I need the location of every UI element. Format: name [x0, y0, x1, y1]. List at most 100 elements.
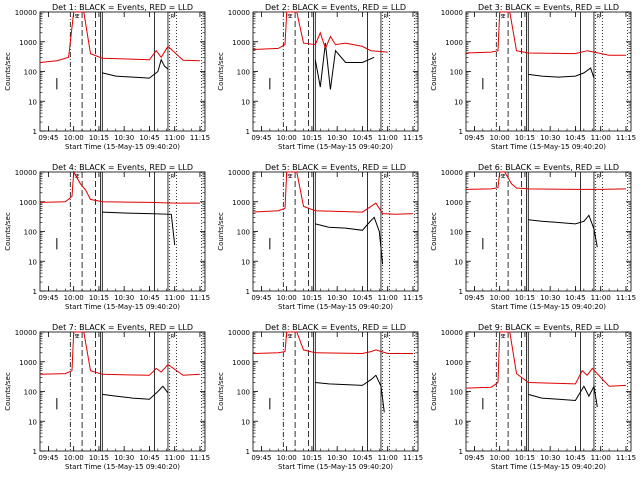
x-axis-label: Start Time (15-May-15 09:40:20) — [65, 463, 180, 471]
events-series-line — [528, 384, 598, 408]
y-tick-label: 1000 — [19, 359, 37, 367]
marker-letter: R — [384, 174, 388, 180]
chart-title: Det 5: BLACK = Events, RED = LLD — [265, 163, 406, 172]
y-tick-label: 10000 — [15, 329, 37, 337]
x-axis-label: Start Time (15-May-15 09:40:20) — [278, 463, 393, 471]
events-series-line — [102, 385, 169, 400]
plot-frame — [39, 331, 206, 452]
y-tick-label: 10000 — [15, 9, 37, 17]
y-tick-label: 1000 — [19, 199, 37, 207]
x-tick-label: 10:45 — [565, 134, 585, 142]
y-tick-label: 10 — [28, 258, 37, 266]
marker-letter: E — [76, 14, 79, 20]
marker-letter: S — [75, 334, 78, 340]
y-tick-label: 1 — [246, 288, 250, 296]
y-axis-label: Counts/sec — [217, 212, 225, 251]
x-tick-label: 11:00 — [591, 134, 611, 142]
x-tick-label: 10:30 — [540, 294, 560, 302]
x-tick-label: 09:45 — [464, 294, 484, 302]
marker-letter: R — [597, 174, 601, 180]
marker-letter: S — [288, 334, 291, 340]
chart-panel-8: Det 8: BLACK = Events, RED = LLD 1 10 100 10… — [217, 323, 423, 471]
marker-letter: R — [597, 14, 601, 20]
x-tick-label: 11:00 — [591, 454, 611, 462]
x-tick-label: 11:15 — [616, 134, 636, 142]
x-tick-label: 09:45 — [38, 294, 58, 302]
y-axis-label: Counts/sec — [4, 212, 12, 251]
chart-title: Det 3: BLACK = Events, RED = LLD — [478, 3, 619, 12]
y-tick-label: 100 — [450, 389, 463, 397]
y-tick-label: 100 — [24, 69, 37, 77]
x-tick-label: 11:15 — [616, 454, 636, 462]
chart-panel-2: Det 2: BLACK = Events, RED = LLD 1 10 100 10… — [217, 3, 423, 151]
x-axis-label: Start Time (15-May-15 09:40:20) — [278, 143, 393, 151]
x-tick-label: 10:00 — [277, 134, 297, 142]
y-tick-label: 100 — [24, 389, 37, 397]
y-tick-label: 1000 — [232, 359, 250, 367]
plot-frame — [39, 171, 206, 292]
marker-letter: E — [502, 174, 505, 180]
marker-letter: E — [76, 174, 79, 180]
x-tick-label: 11:00 — [165, 134, 185, 142]
lld-series-line — [252, 331, 413, 355]
y-tick-label: 1000 — [232, 199, 250, 207]
y-tick-label: 1 — [33, 128, 37, 136]
events-series-line — [528, 67, 595, 79]
x-tick-label: 10:15 — [515, 454, 535, 462]
y-tick-label: 1 — [246, 128, 250, 136]
plot-frame — [465, 331, 632, 452]
chart-panel-4: Det 4: BLACK = Events, RED = LLD 1 10 100 10… — [4, 163, 210, 311]
x-tick-label: 10:00 — [64, 134, 84, 142]
x-tick-label: 11:00 — [378, 454, 398, 462]
x-tick-label: 10:30 — [114, 134, 134, 142]
chart-title: Det 1: BLACK = Events, RED = LLD — [52, 3, 193, 12]
x-tick-label: 11:15 — [403, 134, 423, 142]
y-tick-label: 10 — [454, 98, 463, 106]
y-axis-label: Counts/sec — [4, 372, 12, 411]
x-tick-label: 10:30 — [540, 134, 560, 142]
x-tick-label: 10:00 — [277, 294, 297, 302]
y-tick-label: 10000 — [441, 9, 463, 17]
events-series-line — [102, 58, 169, 79]
y-axis-label: Counts/sec — [430, 52, 438, 91]
y-axis-label: Counts/sec — [217, 52, 225, 91]
x-tick-label: 10:00 — [64, 294, 84, 302]
x-tick-label: 10:45 — [352, 454, 372, 462]
chart-title: Det 6: BLACK = Events, RED = LLD — [478, 163, 619, 172]
y-tick-label: 10 — [454, 258, 463, 266]
x-tick-label: 10:45 — [139, 454, 159, 462]
x-tick-label: 10:45 — [352, 294, 372, 302]
y-tick-label: 10000 — [228, 9, 250, 17]
x-tick-label: 10:15 — [89, 134, 109, 142]
marker-letter: R — [171, 14, 175, 20]
plot-frame — [252, 171, 419, 292]
x-tick-label: 11:15 — [190, 294, 210, 302]
marker-letter: R — [171, 174, 175, 180]
x-tick-label: 11:00 — [165, 454, 185, 462]
marker-letter: R — [384, 334, 388, 340]
y-tick-label: 10 — [28, 418, 37, 426]
x-tick-label: 10:45 — [139, 134, 159, 142]
y-tick-label: 1 — [33, 288, 37, 296]
y-tick-label: 1000 — [445, 39, 463, 47]
chart-title: Det 8: BLACK = Events, RED = LLD — [265, 323, 406, 332]
x-tick-label: 10:15 — [302, 134, 322, 142]
x-tick-label: 11:00 — [165, 294, 185, 302]
marker-letter: R — [384, 14, 388, 20]
x-tick-label: 09:45 — [464, 454, 484, 462]
x-tick-label: 10:45 — [139, 294, 159, 302]
plot-frame — [252, 331, 419, 452]
marker-letter: S — [501, 334, 504, 340]
x-tick-label: 11:15 — [190, 134, 210, 142]
x-tick-label: 10:30 — [540, 454, 560, 462]
y-tick-label: 100 — [24, 229, 37, 237]
marker-letter: R — [171, 334, 175, 340]
y-tick-label: 10000 — [228, 329, 250, 337]
marker-letter: R — [597, 334, 601, 340]
x-tick-label: 10:30 — [114, 454, 134, 462]
marker-letter: S — [501, 14, 504, 20]
events-series-line — [314, 43, 375, 90]
marker-letter: E — [289, 334, 292, 340]
y-tick-label: 10000 — [228, 169, 250, 177]
